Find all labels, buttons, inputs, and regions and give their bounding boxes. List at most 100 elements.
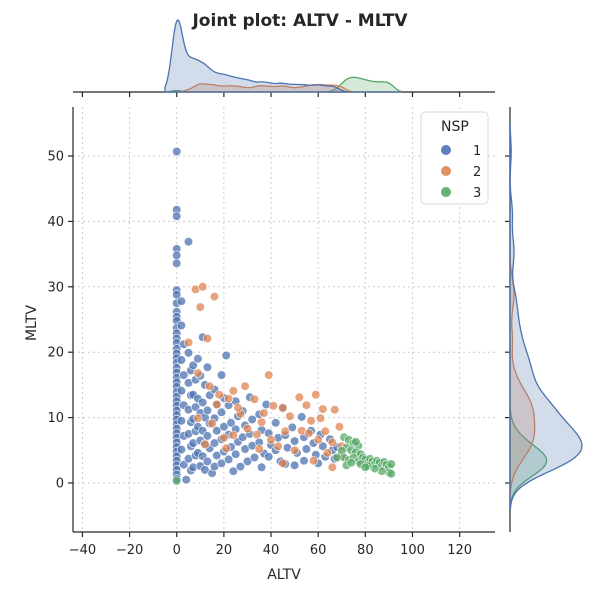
scatter-point-nsp-2: [193, 413, 203, 423]
scatter-point-nsp-1: [209, 438, 220, 448]
x-tick-label: 20: [216, 543, 233, 558]
legend-marker-nsp-1: [441, 145, 451, 155]
scatter-point-nsp-2: [205, 381, 215, 391]
scatter-point-nsp-1: [247, 414, 257, 425]
scatter-point-nsp-1: [181, 475, 191, 485]
legend-label-nsp-1: 1: [473, 144, 481, 159]
scatter-point-nsp-3: [360, 462, 370, 472]
scatter-point-nsp-2: [334, 422, 345, 432]
top-kde-nsp-1: [164, 19, 401, 93]
scatter-point-nsp-1: [221, 350, 231, 361]
scatter-point-nsp-1: [297, 412, 307, 422]
scatter-point-nsp-1: [179, 370, 189, 380]
scatter-point-nsp-2: [254, 444, 264, 454]
scatter-point-nsp-1: [249, 452, 260, 463]
scatter-point-nsp-1: [202, 362, 212, 372]
axes: −40 −20 0 20 40 60 80 100 120 0 10 20 30 40 50: [47, 107, 495, 558]
top-marginal-kde: [73, 19, 495, 97]
scatter-point-nsp-2: [240, 381, 250, 391]
scatter-point-nsp-2: [224, 394, 234, 404]
scatter-point-nsp-2: [209, 292, 220, 302]
legend-marker-nsp-2: [441, 166, 451, 176]
scatter-point-nsp-2: [313, 435, 323, 445]
scatter-point-nsp-1: [242, 456, 253, 467]
scatter-point-nsp-1: [212, 450, 222, 461]
scatter-point-nsp-2: [285, 411, 295, 421]
scatter-points: [172, 146, 396, 486]
scatter-point-nsp-3: [346, 458, 356, 468]
scatter-point-nsp-2: [233, 403, 243, 413]
scatter-point-nsp-2: [273, 441, 283, 451]
scatter-point-nsp-1: [216, 370, 227, 380]
scatter-point-nsp-2: [266, 435, 276, 445]
scatter-point-nsp-3: [386, 469, 396, 479]
scatter-point-nsp-2: [304, 428, 314, 438]
scatter-point-nsp-2: [320, 426, 330, 436]
scatter-point-nsp-2: [214, 390, 224, 400]
scatter-point-nsp-1: [271, 418, 281, 428]
scatter-point-nsp-1: [172, 211, 182, 221]
scatter-point-nsp-1: [176, 416, 186, 426]
scatter-point-nsp-2: [212, 399, 222, 410]
scatter-point-nsp-3: [386, 459, 396, 469]
y-tick-label: 50: [47, 150, 64, 165]
scatter-point-nsp-1: [287, 422, 297, 433]
scatter-point-nsp-1: [176, 296, 186, 306]
y-tick-label: 20: [47, 346, 64, 361]
scatter-point-nsp-1: [172, 250, 182, 260]
scatter-point-nsp-1: [202, 405, 212, 416]
scatter-point-nsp-1: [228, 466, 238, 476]
scatter-point-nsp-1: [219, 422, 229, 432]
scatter-point-nsp-1: [216, 458, 227, 468]
scatter-point-nsp-1: [318, 441, 328, 451]
scatter-point-nsp-2: [280, 426, 290, 436]
legend-marker-nsp-3: [441, 187, 451, 197]
scatter-point-nsp-1: [172, 146, 182, 157]
scatter-point-nsp-2: [327, 437, 337, 448]
scatter-point-nsp-1: [224, 454, 234, 465]
legend-title: NSP: [441, 119, 469, 135]
x-tick-label: −40: [69, 543, 96, 558]
legend-box: [420, 111, 489, 205]
scatter-point-nsp-1: [176, 386, 186, 396]
scatter-point-nsp-1: [193, 354, 203, 364]
right-marginal-kde: [505, 107, 583, 532]
scatter-point-nsp-1: [216, 407, 227, 417]
scatter-point-nsp-1: [235, 462, 245, 472]
x-axis-label: ALTV: [267, 567, 301, 583]
scatter-point-nsp-1: [172, 258, 182, 268]
scatter-point-nsp-1: [301, 444, 312, 454]
scatter-point-nsp-2: [327, 462, 337, 472]
scatter-point-nsp-1: [257, 462, 267, 472]
scatter-point-nsp-2: [198, 282, 208, 292]
scatter-point-nsp-2: [315, 413, 326, 423]
scatter-point-nsp-2: [323, 448, 333, 458]
scatter-point-nsp-1: [231, 449, 241, 459]
scatter-point-nsp-2: [278, 403, 288, 413]
scatter-point-nsp-2: [221, 443, 231, 453]
main-scatter-plot: −40 −20 0 20 40 60 80 100 120 0 10 20 30 40 50: [47, 107, 495, 558]
scatter-point-nsp-2: [252, 430, 262, 440]
scatter-point-nsp-1: [290, 436, 300, 446]
y-tick-label: 30: [47, 280, 64, 295]
scatter-point-nsp-2: [259, 408, 269, 418]
scatter-point-nsp-1: [226, 418, 236, 428]
scatter-point-nsp-2: [264, 370, 274, 380]
scatter-point-nsp-2: [330, 405, 340, 415]
scatter-point-nsp-2: [311, 390, 321, 400]
x-tick-label: 80: [357, 543, 374, 558]
scatter-point-nsp-2: [207, 418, 217, 429]
scatter-point-nsp-1: [290, 460, 300, 470]
scatter-point-nsp-1: [183, 237, 194, 247]
scatter-point-nsp-2: [308, 456, 319, 466]
x-tick-label: 40: [263, 543, 280, 558]
y-tick-label: 10: [47, 411, 64, 426]
scatter-point-nsp-2: [193, 368, 203, 378]
scatter-point-nsp-3: [351, 437, 361, 447]
scatter-point-nsp-1: [212, 426, 222, 436]
scatter-point-nsp-2: [228, 386, 238, 396]
legend-label-nsp-2: 2: [473, 165, 481, 180]
scatter-point-nsp-1: [176, 355, 186, 365]
right-kde-nsp-1: [509, 122, 583, 510]
